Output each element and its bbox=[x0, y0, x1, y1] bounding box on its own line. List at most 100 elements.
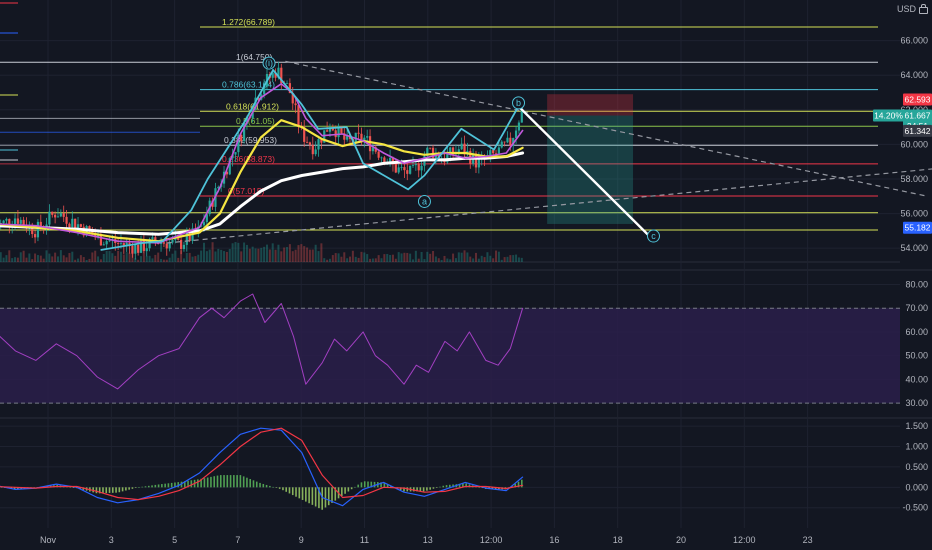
volume-bar bbox=[142, 252, 145, 262]
signal-line bbox=[0, 427, 524, 501]
macd-histogram-bar bbox=[291, 487, 294, 496]
volume-bar bbox=[283, 247, 286, 262]
volume-bar bbox=[248, 248, 251, 262]
volume-bar bbox=[223, 251, 226, 262]
volume-bar bbox=[28, 253, 31, 262]
trendline-up bbox=[166, 168, 932, 244]
volume-bar bbox=[506, 256, 509, 262]
volume-bar bbox=[472, 258, 475, 262]
macd-histogram-bar bbox=[118, 487, 121, 493]
volume-bar bbox=[311, 249, 314, 262]
macd-histogram-bar bbox=[305, 487, 307, 502]
candle-body bbox=[391, 157, 395, 164]
macd-histogram-bar bbox=[419, 487, 422, 492]
volume-bar bbox=[291, 251, 294, 262]
volume-bar bbox=[515, 254, 518, 262]
macd-histogram-bar bbox=[458, 483, 461, 488]
volume-bar bbox=[326, 259, 329, 262]
volume-bar bbox=[91, 252, 94, 262]
volume-bar bbox=[354, 256, 357, 262]
macd-histogram-bar bbox=[13, 487, 16, 490]
candle-body bbox=[182, 244, 186, 250]
candle-body bbox=[383, 157, 386, 165]
currency-label[interactable]: USD bbox=[897, 3, 928, 14]
volume-bar bbox=[108, 251, 111, 262]
volume-bar bbox=[391, 254, 394, 262]
candle-body bbox=[377, 151, 380, 158]
candle-body bbox=[131, 245, 134, 254]
macd-histogram-bar bbox=[265, 484, 268, 488]
candle-body bbox=[380, 157, 383, 159]
macd-histogram-bar bbox=[432, 487, 435, 489]
macd-histogram-bar bbox=[213, 476, 216, 488]
volume-bar bbox=[334, 253, 337, 262]
volume-bar bbox=[366, 254, 369, 262]
candle-body bbox=[397, 167, 400, 173]
volume-bar bbox=[349, 256, 352, 262]
volume-bar bbox=[245, 244, 248, 262]
volume-bar bbox=[240, 251, 243, 262]
volume-bar bbox=[486, 252, 489, 262]
volume-bar bbox=[105, 250, 108, 262]
candle-body bbox=[305, 141, 309, 143]
volume-bar bbox=[174, 250, 177, 262]
macd-histogram-bar bbox=[367, 481, 369, 488]
volume-bar bbox=[260, 247, 263, 262]
volume-bar bbox=[389, 254, 392, 262]
volume-bar bbox=[403, 252, 406, 262]
x-tick-label: 23 bbox=[803, 535, 813, 545]
macd-tick-label: -0.500 bbox=[902, 503, 928, 513]
macd-histogram-bar bbox=[491, 487, 494, 490]
volume-bar bbox=[34, 253, 37, 262]
macd-histogram-bar bbox=[327, 487, 330, 506]
candle-body bbox=[285, 83, 289, 84]
candle-body bbox=[414, 163, 417, 166]
macd-histogram-bar bbox=[295, 487, 297, 497]
candle-body bbox=[36, 221, 40, 238]
macd-tick-label: 1.500 bbox=[905, 421, 928, 431]
candle-body bbox=[122, 243, 125, 246]
macd-histogram-bar bbox=[403, 487, 405, 492]
macd-histogram-bar bbox=[246, 477, 248, 488]
candle-body bbox=[211, 200, 214, 207]
candle-body bbox=[202, 222, 206, 226]
macd-histogram-bar bbox=[275, 487, 278, 488]
candle-body bbox=[394, 163, 397, 173]
drawings[interactable]: (i) b a c bbox=[100, 56, 932, 251]
volume-bar bbox=[400, 253, 403, 262]
candle-body bbox=[429, 147, 432, 149]
volume-bar bbox=[145, 256, 148, 262]
volume-bar bbox=[131, 250, 134, 262]
candle-body bbox=[340, 126, 343, 134]
macd-histogram-bar bbox=[331, 487, 333, 503]
volume-bar bbox=[457, 252, 460, 262]
volume-bar bbox=[82, 257, 85, 262]
volume-bar bbox=[45, 250, 48, 262]
macd-histogram-bar bbox=[79, 487, 81, 489]
macd-histogram-bar bbox=[452, 484, 454, 488]
volume-bar bbox=[477, 258, 480, 262]
candle-body bbox=[346, 135, 349, 140]
macd-histogram-bar bbox=[151, 485, 153, 488]
x-tick-label: 13 bbox=[423, 535, 433, 545]
volume-bar bbox=[194, 256, 197, 262]
volume-bar bbox=[463, 250, 466, 262]
macd-histogram-bar bbox=[354, 486, 356, 488]
volume-bar bbox=[160, 258, 163, 262]
macd-histogram-bar bbox=[429, 487, 431, 490]
macd-histogram-bar bbox=[242, 476, 245, 488]
candle-body bbox=[99, 234, 103, 246]
macd-histogram-bar bbox=[177, 482, 180, 488]
macd-histogram-bar bbox=[236, 475, 238, 488]
volume-bar bbox=[117, 250, 120, 262]
macd-histogram-bar bbox=[347, 487, 350, 492]
macd-histogram-bar bbox=[311, 487, 314, 505]
volume-bar bbox=[328, 258, 331, 262]
volume-bar bbox=[374, 258, 377, 262]
macd-histogram-bar bbox=[399, 487, 402, 490]
fib-label: 0(57.015) bbox=[228, 186, 265, 196]
candle-body bbox=[512, 138, 515, 146]
volume-bar bbox=[88, 258, 91, 262]
